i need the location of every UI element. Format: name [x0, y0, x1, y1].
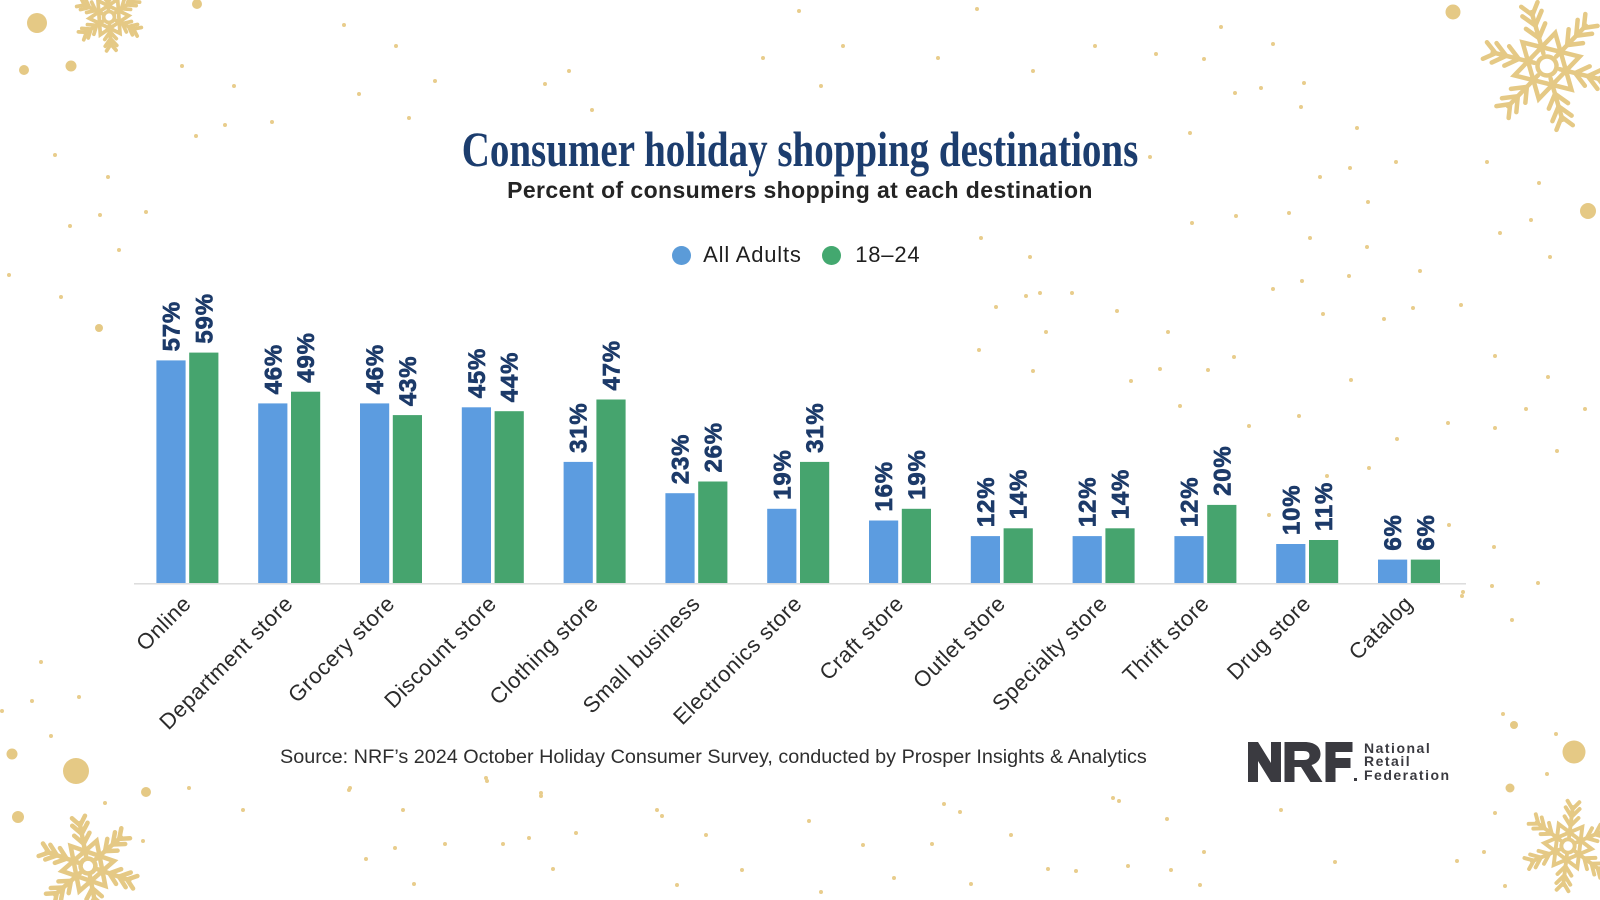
svg-text:Grocery store: Grocery store [283, 591, 400, 708]
svg-text:Drug store: Drug store [1222, 591, 1316, 685]
svg-text:16%: 16% [871, 461, 898, 511]
svg-text:Catalog: Catalog [1344, 591, 1418, 665]
svg-text:43%: 43% [395, 356, 422, 406]
svg-text:19%: 19% [904, 449, 931, 499]
svg-text:Online: Online [131, 591, 196, 656]
svg-text:46%: 46% [260, 344, 287, 394]
svg-text:14%: 14% [1006, 469, 1033, 519]
svg-text:57%: 57% [159, 301, 186, 351]
svg-text:23%: 23% [668, 434, 695, 484]
svg-text:31%: 31% [566, 402, 593, 452]
svg-text:10%: 10% [1278, 485, 1305, 535]
svg-text:6%: 6% [1380, 514, 1407, 550]
svg-text:Craft store: Craft store [814, 591, 908, 685]
svg-text:Thrift store: Thrift store [1118, 591, 1214, 687]
svg-text:59%: 59% [191, 293, 218, 343]
svg-text:46%: 46% [362, 344, 389, 394]
svg-text:31%: 31% [802, 402, 829, 452]
svg-text:12%: 12% [1075, 477, 1102, 527]
svg-text:20%: 20% [1209, 445, 1236, 495]
svg-text:19%: 19% [769, 449, 796, 499]
svg-text:12%: 12% [973, 477, 1000, 527]
svg-text:Outlet store: Outlet store [908, 591, 1010, 693]
svg-text:44%: 44% [497, 352, 524, 402]
svg-text:14%: 14% [1108, 469, 1135, 519]
svg-text:47%: 47% [599, 340, 626, 390]
svg-text:12%: 12% [1177, 477, 1204, 527]
svg-text:26%: 26% [700, 422, 727, 472]
svg-text:6%: 6% [1413, 514, 1440, 550]
svg-text:49%: 49% [293, 332, 320, 382]
svg-text:45%: 45% [464, 348, 491, 398]
svg-text:11%: 11% [1311, 482, 1338, 531]
